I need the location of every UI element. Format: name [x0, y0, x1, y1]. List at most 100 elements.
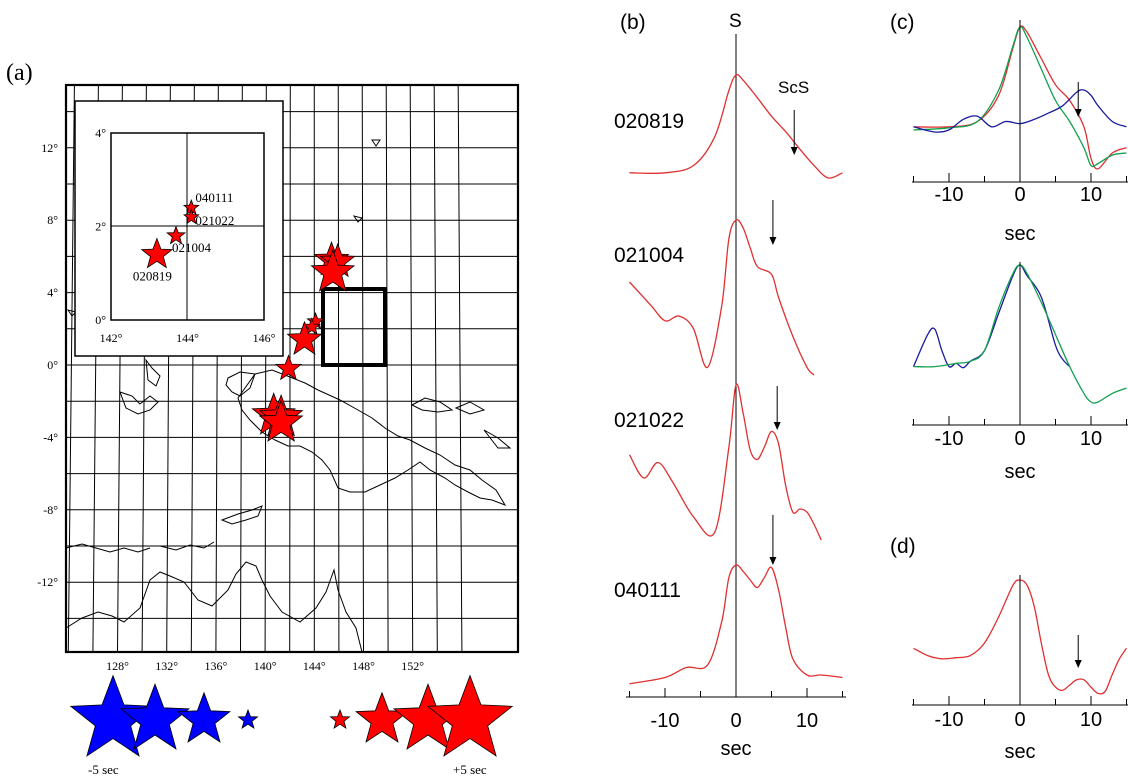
legend-star-negative — [177, 691, 231, 743]
b-tick-label: 0 — [730, 710, 741, 732]
event-star — [310, 249, 356, 292]
d-trace — [913, 579, 1128, 695]
inset-lat-label: 0° — [95, 313, 106, 327]
legend-star-positive — [329, 708, 351, 730]
lat-label: -12° — [37, 575, 58, 589]
trace-020819 — [629, 73, 843, 179]
coastline-segment — [483, 429, 512, 449]
graticule-lon — [457, 84, 463, 653]
coastline-segment — [371, 139, 381, 147]
inset-axis-labels: 4° 2° 0° 142° 144° 146° — [95, 126, 275, 345]
scs-arrow-040111-head — [769, 557, 777, 565]
panel-c-top-plot: -10 0 10 sec — [912, 20, 1128, 245]
panel-d: (d) -10 0 10 sec — [890, 535, 1128, 763]
coastline-segment — [145, 358, 161, 387]
c-top-tick-label: 10 — [1080, 184, 1102, 206]
map-frame — [64, 83, 520, 654]
graticule-lon — [337, 84, 340, 653]
c-top-trace-0 — [913, 25, 1127, 170]
b-xlabel: sec — [720, 738, 751, 760]
lat-label: -8° — [43, 503, 58, 517]
trace-040111 — [629, 564, 843, 685]
panel-d-plot: -10 0 10 sec — [912, 575, 1128, 763]
event-star — [286, 320, 323, 356]
d-tick-label: 0 — [1014, 709, 1025, 731]
trace-021004 — [629, 218, 815, 376]
coastline-segment — [65, 561, 363, 653]
inset-lon-label: 146° — [253, 331, 276, 345]
c-top-tick-label: -10 — [935, 184, 964, 206]
c-bottom-tick-label: -10 — [935, 428, 964, 450]
scs-phase-label: ScS — [778, 78, 809, 97]
lon-label: 140° — [254, 659, 277, 673]
c-top-trace-2 — [913, 89, 1127, 133]
c-bottom-trace-0 — [912, 264, 1071, 369]
d-arrow-head — [1074, 660, 1082, 668]
c-top-xlabel: sec — [1004, 223, 1035, 245]
scs-arrow-021004-head — [769, 237, 777, 245]
inset-event-label: 020819 — [133, 269, 172, 284]
coastline-segment — [237, 369, 507, 506]
lon-label: 148° — [352, 659, 375, 673]
graticule-lon — [67, 84, 75, 653]
coastline-segment — [410, 397, 454, 413]
legend-left-label: -5 sec — [88, 762, 119, 777]
inset-event-star — [166, 225, 187, 245]
lat-label: 4° — [47, 286, 58, 300]
lon-label: 132° — [155, 659, 178, 673]
panel-b: (b) S ScS 020819 021004 021022 040111 -10 0 1… — [614, 11, 846, 760]
lon-label: 152° — [401, 659, 424, 673]
inset-frame — [74, 100, 284, 357]
coastline-segment — [65, 543, 151, 553]
d-xlabel: sec — [1004, 741, 1035, 763]
event-label-021004: 021004 — [614, 244, 684, 267]
c-bottom-tick-label: 0 — [1014, 428, 1025, 450]
c-top-trace-1 — [913, 26, 1127, 168]
event-label-021022: 021022 — [614, 409, 684, 432]
study-region-box — [321, 287, 387, 367]
c-top-tick-label: 0 — [1014, 184, 1025, 206]
panel-b-traces: 020819 021004 021022 040111 — [614, 73, 843, 685]
inset-lat-label: 2° — [95, 220, 106, 234]
coastline-segment — [159, 541, 215, 551]
scs-arrow-021022-head — [773, 422, 781, 430]
lat-label: -4° — [43, 430, 58, 444]
trace-021022 — [628, 383, 822, 541]
lat-label: 0° — [47, 358, 58, 372]
panel-a-label: (a) — [6, 60, 33, 86]
map-event-stars — [251, 241, 356, 442]
inset-map: 4° 2° 0° 142° 144° 146° 040111 021022 021004020… — [74, 100, 284, 357]
inset-event-star — [140, 237, 174, 269]
panel-b-x-axis: -10 0 10 sec — [626, 688, 846, 760]
legend-right-label: +5 sec — [453, 762, 487, 777]
graticule-lon — [385, 84, 389, 653]
b-tick-label: 10 — [796, 710, 818, 732]
s-phase-label: S — [729, 11, 742, 32]
c-bottom-trace-1 — [913, 264, 1127, 404]
panel-d-label: (d) — [890, 535, 916, 558]
legend-star-positive — [355, 691, 409, 743]
legend-star-negative — [69, 674, 157, 757]
graticule-lon — [409, 84, 414, 653]
event-star — [258, 399, 304, 442]
lon-labels: 128° 132° 136° 140° 144° 148° 152° — [106, 659, 424, 673]
inset-lon-label: 142° — [100, 331, 123, 345]
panel-c: (c) -10 0 10 sec -10 0 10 sec — [890, 11, 1128, 483]
coastline-segment — [220, 505, 263, 525]
inset-event-label: 021022 — [195, 213, 234, 228]
lat-labels: 12° 8° 4° 0° -4° -8° -12° — [37, 141, 58, 589]
delay-legend — [69, 674, 514, 757]
lon-label: 136° — [204, 659, 227, 673]
graticule-lon — [361, 84, 364, 653]
event-label-040111: 040111 — [614, 579, 681, 602]
event-label-020819: 020819 — [614, 110, 684, 133]
inset-event-label: 021004 — [172, 240, 212, 255]
lon-label: 128° — [106, 659, 129, 673]
panel-c-bottom-plot: -10 0 10 sec — [912, 262, 1128, 483]
legend-star-positive — [426, 674, 514, 757]
coastline-segment — [225, 371, 256, 397]
legend-star-negative — [237, 708, 259, 730]
lat-label: 12° — [41, 141, 58, 155]
